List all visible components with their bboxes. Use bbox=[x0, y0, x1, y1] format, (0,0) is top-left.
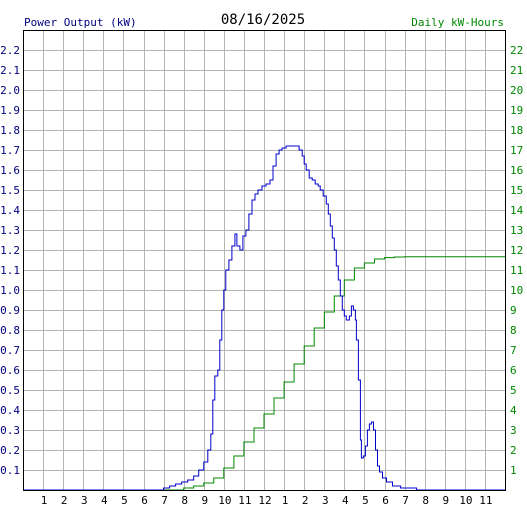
y-left-tick-label: 0.4 bbox=[0, 404, 20, 417]
x-tick-label: 6 bbox=[141, 494, 148, 507]
grid bbox=[23, 30, 505, 490]
y-left-tick-label: 1.2 bbox=[0, 244, 20, 257]
y-right-tick-label: 11 bbox=[510, 264, 523, 277]
y-left-tick-label: 0.2 bbox=[0, 444, 20, 457]
right-axis-title: Daily kW-Hours bbox=[411, 16, 504, 29]
x-tick-label: 1 bbox=[282, 494, 289, 507]
x-tick-label: 12 bbox=[258, 494, 271, 507]
y-right-tick-label: 19 bbox=[510, 104, 523, 117]
y-left-tick-label: 1.1 bbox=[0, 264, 20, 277]
x-tick-label: 9 bbox=[442, 494, 449, 507]
y-right-tick-label: 22 bbox=[510, 44, 523, 57]
y-left-tick-label: 1.5 bbox=[0, 184, 20, 197]
y-left-tick-label: 1.4 bbox=[0, 204, 20, 217]
y-left-tick-label: 0.3 bbox=[0, 424, 20, 437]
left-axis-title: Power Output (kW) bbox=[24, 16, 137, 29]
energy-series-line bbox=[23, 256, 505, 491]
y-right-tick-label: 14 bbox=[510, 204, 524, 217]
x-tick-label: 11 bbox=[238, 494, 251, 507]
x-tick-label: 6 bbox=[382, 494, 389, 507]
y-right-tick-label: 2 bbox=[510, 444, 517, 457]
y-left-tick-label: 1.7 bbox=[0, 144, 20, 157]
y-left-tick-label: 1.3 bbox=[0, 224, 20, 237]
y-right-tick-label: 4 bbox=[510, 404, 517, 417]
x-tick-label: 3 bbox=[322, 494, 329, 507]
x-tick-label: 9 bbox=[201, 494, 208, 507]
y-right-tick-label: 10 bbox=[510, 284, 523, 297]
x-tick-label: 8 bbox=[181, 494, 188, 507]
y-right-tick-label: 12 bbox=[510, 244, 523, 257]
y-left-tick-label: 2.2 bbox=[0, 44, 20, 57]
y-right-tick-label: 8 bbox=[510, 324, 517, 337]
y-right-tick-label: 7 bbox=[510, 344, 517, 357]
y-left-tick-label: 0.7 bbox=[0, 344, 20, 357]
y-left-tick-label: 1.9 bbox=[0, 104, 20, 117]
y-right-tick-label: 20 bbox=[510, 84, 523, 97]
y-left-tick-label: 1.0 bbox=[0, 284, 20, 297]
y-right-tick-label: 15 bbox=[510, 184, 523, 197]
y-left-tick-label: 2.1 bbox=[0, 64, 20, 77]
x-tick-label: 2 bbox=[61, 494, 68, 507]
y-right-tick-label: 1 bbox=[510, 464, 517, 477]
tick-labels: 1 2 3 4 5 6 7 8 9 10 11 12 1 2 3 4 5 6 7 8 9 10 110.10.20.30.4… bbox=[0, 44, 523, 507]
y-right-tick-label: 18 bbox=[510, 124, 523, 137]
y-left-tick-label: 0.8 bbox=[0, 324, 20, 337]
y-left-tick-label: 2.0 bbox=[0, 84, 20, 97]
y-right-tick-label: 16 bbox=[510, 164, 523, 177]
plot-border bbox=[23, 30, 506, 491]
y-right-tick-label: 13 bbox=[510, 224, 523, 237]
y-left-tick-label: 0.9 bbox=[0, 304, 20, 317]
y-left-tick-label: 0.5 bbox=[0, 384, 20, 397]
x-tick-label: 11 bbox=[479, 494, 492, 507]
y-right-tick-label: 17 bbox=[510, 144, 523, 157]
y-right-tick-label: 5 bbox=[510, 384, 517, 397]
x-tick-label: 4 bbox=[101, 494, 108, 507]
x-tick-label: 5 bbox=[121, 494, 128, 507]
x-tick-label: 8 bbox=[422, 494, 429, 507]
y-left-tick-label: 0.1 bbox=[0, 464, 20, 477]
x-tick-label: 2 bbox=[302, 494, 309, 507]
x-tick-label: 4 bbox=[342, 494, 349, 507]
y-right-tick-label: 6 bbox=[510, 364, 517, 377]
y-left-tick-label: 0.6 bbox=[0, 364, 20, 377]
y-right-tick-label: 9 bbox=[510, 304, 517, 317]
x-tick-label: 10 bbox=[218, 494, 231, 507]
y-left-tick-label: 1.6 bbox=[0, 164, 20, 177]
x-tick-label: 3 bbox=[81, 494, 88, 507]
x-tick-label: 10 bbox=[459, 494, 472, 507]
power-series-line bbox=[23, 145, 505, 491]
y-right-tick-label: 21 bbox=[510, 64, 523, 77]
x-tick-label: 7 bbox=[402, 494, 409, 507]
x-tick-label: 1 bbox=[41, 494, 48, 507]
chart-title: 08/16/2025 bbox=[221, 12, 305, 28]
y-right-tick-label: 3 bbox=[510, 424, 517, 437]
x-tick-label: 5 bbox=[362, 494, 369, 507]
y-left-tick-label: 1.8 bbox=[0, 124, 20, 137]
x-tick-label: 7 bbox=[161, 494, 168, 507]
